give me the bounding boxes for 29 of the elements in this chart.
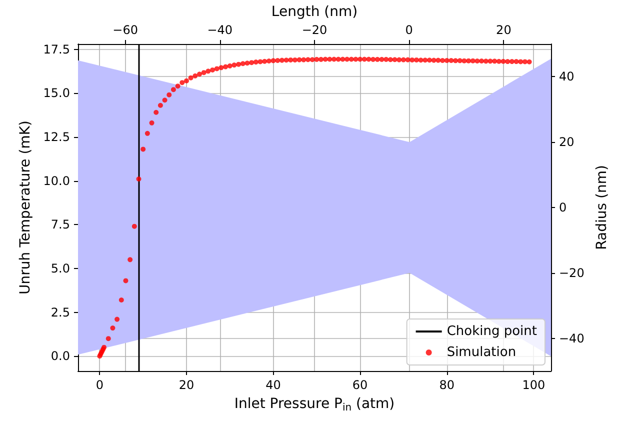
y-tick-label: 5.0: [50, 261, 70, 276]
x-tick-label: 0: [96, 378, 104, 392]
y-tick-label: 2.5: [50, 305, 70, 320]
y-tick-label: 10.0: [43, 174, 70, 188]
x-tick-label: 60: [352, 378, 368, 392]
y-tick-label: 15.0: [43, 86, 70, 100]
y-tick-label: 7.5: [50, 218, 70, 232]
y2-tick-label: −20: [559, 266, 584, 280]
y-tick-label: 0.0: [50, 349, 70, 364]
x2-tick-label: −20: [302, 23, 328, 37]
x2-tick-label: −40: [207, 23, 233, 37]
x2-tick-label: 20: [496, 23, 512, 37]
y2-tick-label: 40: [559, 70, 574, 84]
x-tick-label: 100: [522, 378, 546, 392]
x-tick-label: 40: [266, 378, 281, 392]
ref-line-label: Choking point: [446, 324, 537, 339]
legend-label: Simulation: [446, 345, 516, 360]
x2-tick-label: −60: [112, 23, 138, 37]
y2-axis-title: Radius (nm): [594, 165, 610, 250]
y-axis-title: Unruh Temperature (mK): [17, 120, 34, 294]
y-tick-label: 17.5: [43, 42, 70, 56]
y2-tick-label: 20: [559, 135, 574, 150]
x-tick-label: 80: [439, 378, 454, 392]
x-tick-label: 20: [178, 378, 194, 392]
y-tick-label: 12.5: [43, 130, 70, 144]
x2-tick-label: 0: [405, 23, 413, 37]
y2-tick-label: 0: [559, 200, 567, 214]
x2-axis-title: Length (nm): [271, 4, 358, 20]
y2-tick-label: −40: [559, 331, 584, 346]
